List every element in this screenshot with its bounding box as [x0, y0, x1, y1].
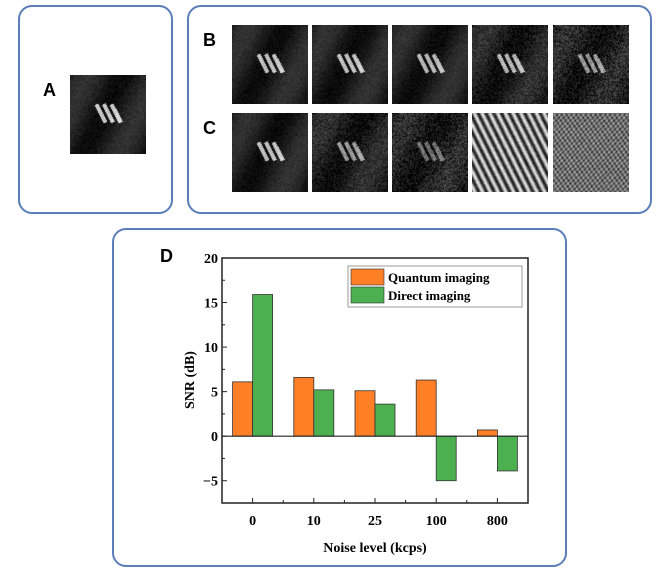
x-tick-label: 0 — [249, 514, 256, 529]
image-canvas — [312, 113, 388, 192]
image-c-0 — [232, 113, 308, 192]
x-tick-label: 25 — [368, 514, 382, 529]
bar-direct-10 — [313, 389, 335, 437]
image-b-800 — [553, 25, 629, 104]
y-tick-label: 10 — [204, 341, 218, 356]
panel-a-image — [70, 75, 146, 154]
y-tick-label: 15 — [204, 297, 218, 312]
image-b-100 — [472, 25, 548, 104]
legend-label-quantum: Quantum imaging — [388, 270, 490, 285]
x-axis-label: Noise level (kcps) — [323, 541, 427, 556]
bar-quantum-800 — [476, 429, 498, 437]
image-c-25 — [392, 113, 468, 192]
bar-direct-0 — [252, 294, 274, 437]
image-b-0 — [232, 25, 308, 104]
legend-label-direct: Direct imaging — [388, 288, 471, 303]
image-c-800 — [553, 113, 629, 192]
image-canvas — [232, 25, 308, 104]
image-canvas — [312, 25, 388, 104]
panel-a-canvas — [70, 75, 146, 154]
x-tick-label: 800 — [487, 514, 508, 529]
image-canvas — [553, 25, 629, 104]
bar-quantum-100 — [415, 379, 437, 437]
image-c-100 — [472, 113, 548, 192]
image-b-10 — [312, 25, 388, 104]
x-tick-label: 100 — [426, 514, 447, 529]
bar-direct-100 — [435, 435, 457, 482]
bar-direct-25 — [374, 403, 396, 437]
y-tick-label: −5 — [203, 475, 218, 490]
y-tick-label: 0 — [211, 430, 218, 445]
bar-quantum-10 — [293, 376, 315, 437]
bar-quantum-25 — [354, 390, 376, 437]
panel-d-label: D — [160, 246, 173, 266]
image-canvas — [392, 113, 468, 192]
panel-a-label: A — [43, 80, 56, 100]
image-canvas — [232, 113, 308, 192]
y-axis-label: SNR (dB) — [183, 351, 198, 409]
legend-swatch-quantum — [350, 268, 385, 286]
x-tick-label: 10 — [307, 514, 321, 529]
bar-quantum-0 — [232, 381, 254, 437]
image-canvas — [392, 25, 468, 104]
image-canvas — [472, 25, 548, 104]
y-tick-label: 20 — [204, 252, 218, 267]
legend: Quantum imaging Direct imaging — [347, 265, 523, 308]
image-c-10 — [312, 113, 388, 192]
panel-b-label: B — [203, 30, 216, 50]
bar-direct-800 — [496, 435, 518, 472]
panel-c-label: C — [203, 118, 216, 138]
image-canvas — [472, 113, 548, 192]
image-canvas — [553, 113, 629, 192]
legend-swatch-direct — [350, 286, 385, 304]
y-tick-label: 5 — [211, 386, 218, 401]
image-b-25 — [392, 25, 468, 104]
